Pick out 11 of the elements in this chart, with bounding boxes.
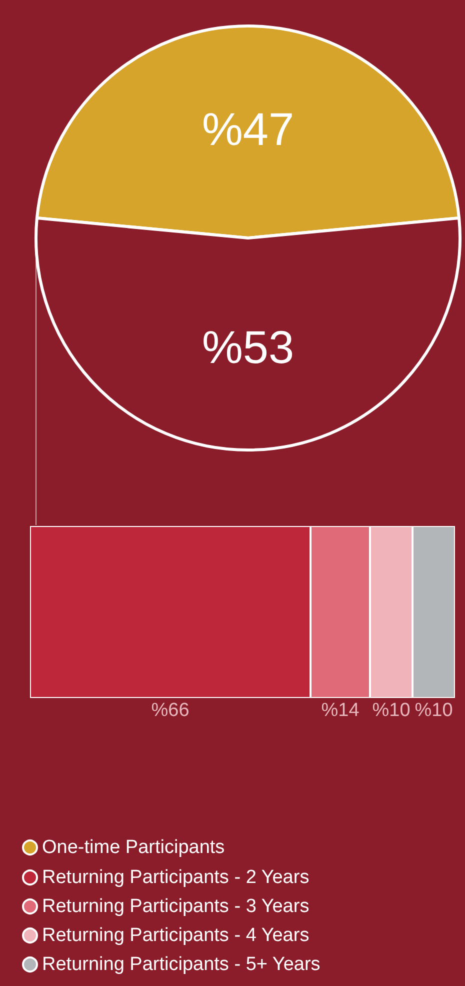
legend-label: Returning Participants - 4 Years bbox=[42, 925, 310, 946]
data-label: %10 bbox=[372, 700, 410, 721]
data-label: %47 bbox=[202, 103, 294, 155]
data-label: %66 bbox=[151, 700, 190, 721]
legend-label: Returning Participants - 2 Years bbox=[42, 867, 310, 888]
legend-label: One-time Participants bbox=[42, 837, 225, 858]
legend-label: Returning Participants - 5+ Years bbox=[42, 954, 320, 975]
legend-label: Returning Participants - 3 Years bbox=[42, 896, 310, 917]
data-label: %10 bbox=[414, 700, 453, 721]
data-label: %14 bbox=[321, 700, 360, 721]
data-label: %53 bbox=[202, 321, 294, 373]
